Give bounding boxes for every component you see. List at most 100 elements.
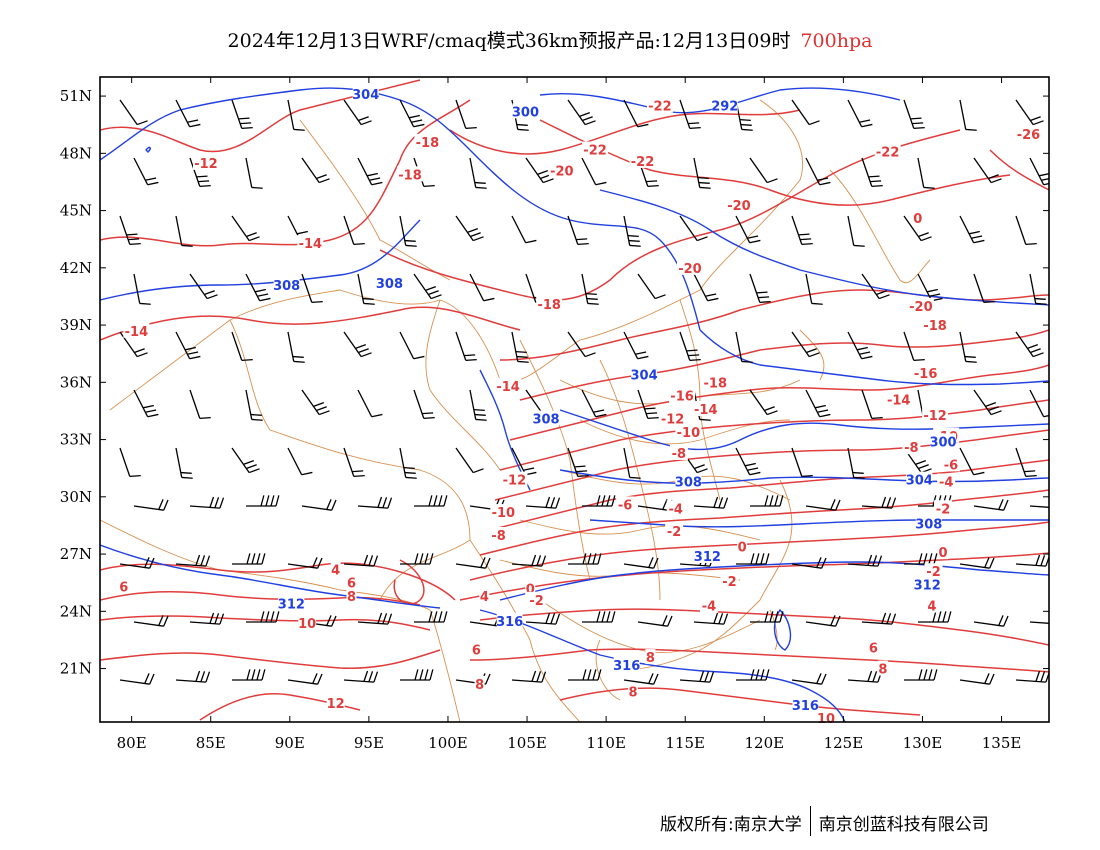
temperature-label: -6 — [618, 498, 632, 513]
temperature-label: -20 — [550, 165, 574, 180]
height-label-bg — [533, 410, 560, 426]
temperature-label-bg — [548, 162, 575, 178]
temperature-label: -12 — [194, 157, 218, 172]
wind-barb — [959, 99, 977, 131]
temperature-label: 8 — [475, 678, 484, 693]
lat-label: 30N — [60, 488, 92, 506]
temperature-label: -18 — [416, 136, 440, 151]
lon-label: 130E — [903, 734, 943, 752]
temperature-label: 0 — [939, 546, 948, 561]
wind-barb — [189, 612, 225, 625]
wind-barb — [791, 557, 827, 569]
wind-barb — [1015, 554, 1049, 567]
temperature-label: -22 — [648, 100, 672, 115]
temperature-label: -8 — [904, 441, 918, 456]
lon-label: 80E — [117, 734, 147, 752]
wind-barb — [232, 669, 266, 681]
temperature-label: -2 — [926, 565, 940, 580]
temperature-label-bg — [123, 322, 150, 338]
wind-barb — [791, 447, 813, 478]
wind-barb — [749, 157, 778, 184]
wind-barb — [469, 157, 487, 189]
height-label: 316 — [792, 699, 819, 714]
wind-barb — [679, 331, 701, 362]
wind-barb — [189, 157, 211, 188]
wind-barb — [175, 554, 211, 567]
temperature-labels: -12-18-18 -20-22-22-22-22-26-20-20-14-18-… — [118, 97, 1042, 727]
wind-barb — [133, 157, 159, 186]
wind-barb — [749, 389, 778, 416]
height-label-bg — [512, 103, 539, 119]
temperature-label-bg — [297, 235, 324, 251]
wind-barb — [413, 389, 435, 420]
wind-barb — [511, 331, 529, 363]
wind-barb — [623, 331, 649, 360]
wind-barb — [623, 557, 659, 569]
temperature-label-bg — [346, 574, 357, 590]
wind-barb — [231, 99, 253, 130]
wind-barb — [119, 673, 155, 685]
height-label: 304 — [352, 88, 379, 103]
wind-barb — [903, 99, 925, 130]
height-label-bg — [352, 86, 379, 102]
temperature-label-bg — [725, 196, 752, 212]
temperature-label-bg — [628, 683, 639, 699]
temperature-label: -10 — [492, 506, 516, 521]
height-label: 312 — [278, 598, 305, 613]
wind-barb — [903, 215, 932, 242]
temperature-label: -18 — [923, 319, 947, 334]
wind-barb — [847, 215, 865, 247]
temperature-label: 6 — [869, 642, 878, 657]
wind-barb — [805, 499, 841, 511]
height-label: 308 — [273, 279, 300, 294]
lat-label: 48N — [60, 144, 92, 162]
wind-barb — [791, 99, 820, 126]
wind-barb — [861, 496, 897, 509]
wind-barb — [287, 557, 323, 569]
lon-label: 85E — [196, 734, 226, 752]
wind-barb — [679, 99, 701, 130]
wind-barb — [904, 553, 938, 565]
temperature-label-bg — [922, 406, 949, 422]
wind-barb — [189, 496, 225, 509]
temperature-label: 0 — [738, 540, 747, 555]
wind-barb — [805, 615, 841, 627]
height-label-bg — [915, 515, 942, 531]
height-label-bg — [273, 277, 300, 293]
temperature-label-bg — [118, 578, 129, 594]
wind-barb — [469, 273, 495, 302]
wind-barb — [973, 499, 1009, 511]
wind-barb — [343, 99, 372, 126]
wind-barb — [735, 447, 761, 476]
wind-barb — [791, 673, 827, 685]
height-label-bg — [496, 612, 523, 628]
map-title-text: 2024年12月13日WRF/cmaq模式36km预报产品:12月13日09时 — [227, 30, 791, 52]
temperature-label-bg — [902, 439, 921, 455]
temperature-label-bg — [907, 297, 934, 313]
wind-barb — [175, 215, 193, 247]
temperature-label-bg — [489, 526, 508, 542]
temperature-label-bg — [924, 563, 943, 579]
wind-barb — [525, 612, 561, 625]
wind-barb — [1015, 670, 1049, 683]
wind-barb — [119, 557, 155, 569]
wind-barb — [861, 273, 890, 300]
temperature-label: -6 — [944, 458, 958, 473]
height-label: 304 — [631, 369, 658, 384]
wind-barb — [357, 389, 383, 418]
temperature-label-bg — [397, 166, 424, 182]
temperature-label-bg — [669, 387, 696, 403]
wind-barb — [959, 673, 995, 685]
temperature-label: -14 — [125, 325, 149, 340]
temperature-label: -14 — [887, 394, 911, 409]
wind-barb — [399, 99, 425, 128]
lat-label: 24N — [60, 602, 92, 620]
lon-label: 95E — [354, 734, 384, 752]
temperature-label-bg — [501, 471, 528, 487]
temperature-label: 6 — [119, 581, 128, 596]
lon-label: 90E — [275, 734, 305, 752]
temperature-label: -2 — [936, 502, 950, 517]
wind-barb — [413, 273, 442, 300]
temperature-label-bg — [192, 154, 219, 170]
